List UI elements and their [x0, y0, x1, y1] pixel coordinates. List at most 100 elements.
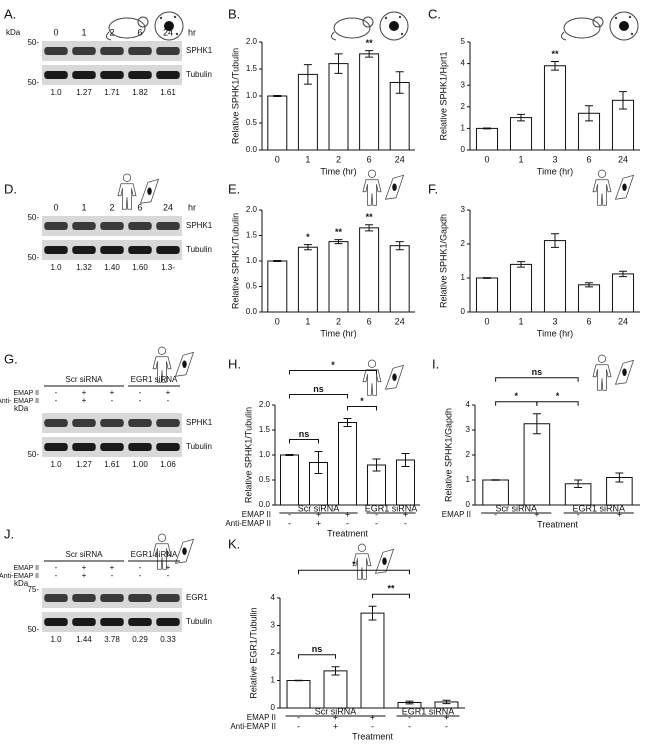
x-tick-label: 24 [618, 154, 628, 164]
bracket [495, 401, 538, 406]
blot-band [100, 594, 124, 602]
ratio-label: 1.3- [161, 263, 175, 272]
error-bar [405, 700, 414, 705]
row-sign: + [110, 388, 115, 397]
blot-band [72, 222, 96, 230]
bracket-label: ns [299, 429, 310, 439]
error-bar [615, 472, 624, 483]
blot-band [100, 419, 124, 427]
error-bar [368, 605, 377, 621]
band-label: SPHK1 [186, 221, 213, 230]
mouse-icon [560, 11, 639, 41]
blot-band [100, 71, 124, 79]
error-bar [532, 413, 541, 435]
lane-label: 24 [163, 27, 173, 37]
y-tick-label: 1 [461, 273, 466, 282]
human-icon [352, 543, 394, 580]
bar [359, 227, 380, 313]
bar [359, 53, 380, 151]
row-sign: + [316, 509, 321, 519]
y-tick-label: 2.0 [246, 37, 258, 46]
kda-label: kDa [14, 579, 29, 588]
kda-marker: 75- [27, 585, 39, 594]
y-axis-label: Relative EGR1/Tubulin [248, 607, 258, 698]
lane-label: 24 [163, 202, 173, 212]
group-label: Scr siRNA [315, 706, 357, 716]
kda-marker: 50- [27, 78, 39, 87]
blot-band [72, 419, 96, 427]
y-axis-label: Relative SPHK1/Tubulin [243, 407, 253, 503]
row-label: Anti-EMAP II [225, 519, 271, 528]
bracket [289, 370, 377, 375]
blot-band [156, 594, 180, 602]
ratio-label: 1.71 [104, 88, 120, 97]
x-tick-label: 1 [518, 154, 523, 164]
y-tick-label: 2 [271, 648, 276, 657]
bar [323, 670, 348, 709]
y-tick-label: 0 [271, 703, 276, 712]
error-bar [285, 454, 294, 456]
y-axis-label: Relative SPHK1/Hprt1 [438, 51, 448, 140]
human-icon [592, 354, 634, 391]
blot-band [44, 618, 68, 626]
row-sign: + [444, 712, 449, 722]
blot-band [44, 246, 68, 254]
significance: ** [366, 38, 374, 48]
blot-band [156, 246, 180, 254]
row-sign: - [55, 563, 58, 572]
error-bar [551, 60, 559, 71]
error-bar [273, 94, 282, 98]
y-axis-label: Relative SPHK1/Tubulin [230, 48, 240, 144]
kda-label: kDa [6, 28, 21, 37]
bar [267, 260, 288, 313]
blot-band [100, 47, 124, 55]
group-label: EGR1 siRNA [402, 706, 455, 716]
row-sign: + [333, 721, 338, 731]
x-tick-label: 24 [395, 316, 405, 326]
mouse-icon [330, 11, 409, 41]
row-sign: + [82, 396, 87, 405]
ratio-label: 1.27 [76, 460, 92, 469]
bracket-label: * [556, 391, 560, 401]
row-sign: - [346, 518, 349, 528]
row-sign: - [139, 563, 142, 572]
bracket-label: ns [313, 384, 324, 394]
row-sign: - [404, 518, 407, 528]
y-axis-label: Relative SPHK1/Gapdh [443, 408, 453, 502]
row-sign: + [166, 388, 171, 397]
y-tick-label: 4 [271, 593, 276, 602]
ratio-label: 1.60 [132, 263, 148, 272]
row-sign: - [111, 571, 114, 580]
blot-band [72, 443, 96, 451]
error-bar [334, 239, 343, 245]
y-tick-label: 0.0 [246, 307, 258, 316]
blot-band [72, 594, 96, 602]
ratio-label: 1.0 [50, 263, 62, 272]
bar [509, 263, 533, 313]
x-tick-label: 6 [367, 316, 372, 326]
blot-band [156, 47, 180, 55]
y-tick-label: 2.0 [246, 205, 258, 214]
y-tick-label: 5 [461, 37, 466, 46]
row-sign: - [288, 518, 291, 528]
blot-band [72, 47, 96, 55]
error-bar [395, 71, 404, 94]
blot-band [72, 246, 96, 254]
x-tick-label: 24 [618, 316, 628, 326]
lane-label: 1 [81, 27, 86, 37]
y-tick-label: 3 [466, 425, 471, 434]
row-sign: + [370, 712, 375, 722]
group-label: Scr siRNA [66, 375, 104, 384]
human-icon [592, 169, 634, 206]
x-tick-label: 6 [367, 154, 372, 164]
error-bar [483, 277, 491, 279]
row-sign: + [82, 563, 87, 572]
error-bar [395, 241, 404, 251]
error-bar [619, 91, 627, 110]
lane-label: 0 [53, 202, 58, 212]
ratio-label: 1.40 [104, 263, 120, 272]
blot-band [156, 443, 180, 451]
band-label: Tubulin [186, 70, 212, 79]
bracket [289, 439, 319, 444]
row-label: EMAP II [247, 713, 276, 722]
